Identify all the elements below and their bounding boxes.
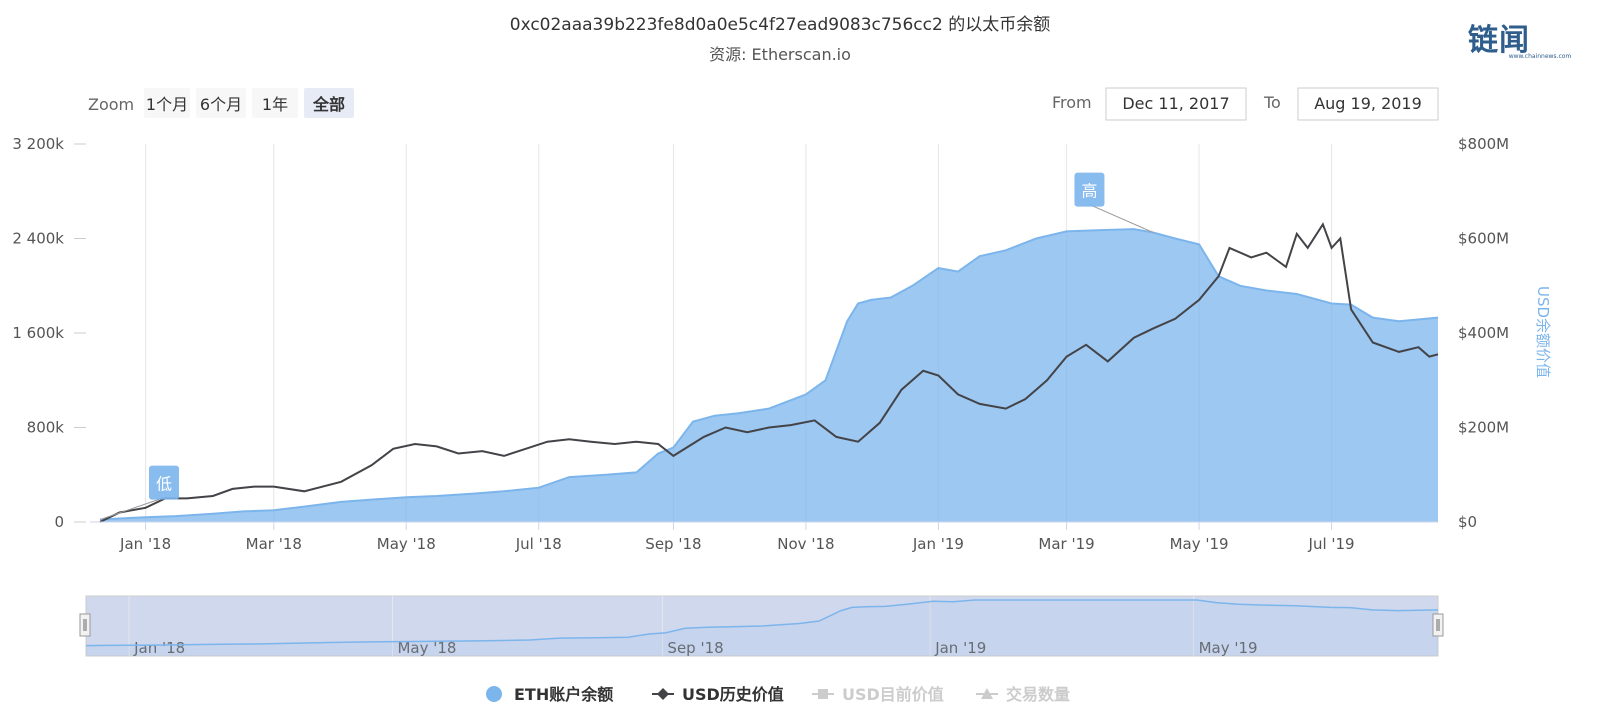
chart-title: 0xc02aaa39b223fe8d0a0e5c4f27ead9083c756c… — [510, 15, 1050, 35]
zoom-button-6m[interactable]: 6个月 — [196, 88, 246, 118]
logo: 链闻 www.chainnews.com — [1468, 23, 1571, 60]
legend-label: USD历史价值 — [682, 685, 784, 704]
x-axis-ticks: Jan '18 Mar '18 May '18 Jul '18 Sep '18 Nov '… — [119, 522, 1355, 553]
usd-history-line — [99, 222, 1439, 523]
legend-label: ETH账户余额 — [514, 685, 613, 704]
legend: ETH账户余额 USD历史价值 USD目前价值 交易数量 — [486, 685, 1070, 704]
navigator-tick-label: Sep '18 — [667, 639, 723, 657]
legend-label: 交易数量 — [1006, 685, 1070, 704]
y-right-tick-label: $600M — [1458, 230, 1509, 248]
y-left-tick-label: 2 400k — [12, 230, 64, 248]
eth-balance-line — [99, 228, 1439, 521]
navigator-line — [85, 599, 1439, 647]
x-tick-label: Jul '18 — [515, 535, 562, 553]
legend-item-2[interactable]: USD目前价值 — [812, 685, 944, 704]
y-axis-right-title: USD余额价值 — [1534, 286, 1552, 378]
legend-label: USD目前价值 — [842, 685, 944, 704]
navigator-tick-label: Jan '19 — [934, 639, 986, 657]
x-tick-label: May '19 — [1170, 535, 1229, 553]
to-date-value: Aug 19, 2019 — [1314, 94, 1422, 113]
to-date-input[interactable]: Aug 19, 2019 — [1297, 87, 1439, 121]
from-date-input[interactable]: Dec 11, 2017 — [1105, 87, 1247, 121]
eth-balance-area — [100, 229, 1438, 522]
legend-item-3[interactable]: 交易数量 — [976, 685, 1070, 704]
y-axis-right-ticks: $0 $200M $400M $600M $800M — [1458, 135, 1509, 531]
y-right-tick-label: $0 — [1458, 513, 1477, 531]
zoom-button-label: 1个月 — [146, 95, 188, 114]
zoom-label: Zoom — [88, 95, 134, 114]
x-tick-label: May '18 — [377, 535, 436, 553]
legend-diamond-icon — [657, 688, 669, 700]
annotation-high: 高 — [1074, 172, 1154, 234]
navigator-tick-label: Jan '18 — [133, 639, 185, 657]
x-tick-label: Nov '18 — [777, 535, 834, 553]
legend-item-0[interactable]: ETH账户余额 — [486, 685, 613, 704]
zoom-button-label: 1年 — [262, 95, 288, 114]
x-tick-label: Jan '18 — [119, 535, 171, 553]
navigator-tick-label: May '18 — [397, 639, 456, 657]
date-range: From Dec 11, 2017 To Aug 19, 2019 — [1052, 87, 1439, 121]
x-tick-label: Sep '18 — [645, 535, 701, 553]
annotation-label: 低 — [156, 475, 172, 494]
annotation-label: 高 — [1081, 182, 1097, 201]
legend-square-icon — [818, 689, 828, 699]
from-date-value: Dec 11, 2017 — [1122, 94, 1229, 113]
zoom-button-all[interactable]: 全部 — [304, 88, 354, 118]
logo-text: 链闻 — [1468, 23, 1530, 58]
navigator[interactable]: Jan '18 May '18 Sep '18 Jan '19 May '19 — [79, 595, 1444, 657]
x-tick-label: Jul '19 — [1308, 535, 1355, 553]
y-right-tick-label: $200M — [1458, 419, 1509, 437]
navigator-handle-left[interactable] — [79, 613, 91, 637]
y-left-tick-label: 3 200k — [12, 135, 64, 153]
zoom-controls: Zoom 1个月 6个月 1年 全部 — [88, 88, 354, 118]
legend-triangle-icon — [981, 688, 993, 699]
y-right-tick-label: $800M — [1458, 135, 1509, 153]
y-left-tick-label: 0 — [54, 513, 64, 531]
zoom-button-label: 6个月 — [200, 95, 242, 114]
navigator-handle-right[interactable] — [1432, 613, 1444, 637]
y-axis-left-ticks: 0 800k 1 600k 2 400k 3 200k — [12, 135, 86, 531]
from-label: From — [1052, 93, 1092, 112]
navigator-tick-label: May '19 — [1199, 639, 1258, 657]
y-left-tick-label: 1 600k — [12, 324, 64, 342]
chart-subtitle: 资源: Etherscan.io — [709, 45, 851, 64]
zoom-button-1y[interactable]: 1年 — [252, 88, 298, 118]
to-label: To — [1263, 93, 1281, 112]
x-tick-label: Jan '19 — [912, 535, 964, 553]
zoom-button-1m[interactable]: 1个月 — [144, 88, 190, 118]
y-right-tick-label: $400M — [1458, 324, 1509, 342]
legend-circle-icon — [486, 686, 502, 702]
x-tick-label: Mar '19 — [1038, 535, 1094, 553]
annotation-low: 低 — [99, 465, 179, 521]
x-tick-label: Mar '18 — [246, 535, 302, 553]
legend-item-1[interactable]: USD历史价值 — [652, 685, 784, 704]
navigator-grid: Jan '18 May '18 Sep '18 Jan '19 May '19 — [128, 596, 1258, 657]
logo-subtext: www.chainnews.com — [1509, 53, 1572, 60]
zoom-button-label: 全部 — [312, 95, 345, 114]
annotations: 低高 — [99, 172, 1154, 521]
y-left-tick-label: 800k — [27, 419, 65, 437]
